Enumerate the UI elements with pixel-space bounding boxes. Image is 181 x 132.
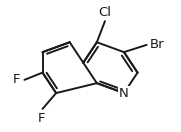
Text: F: F — [38, 112, 45, 125]
Text: N: N — [119, 87, 129, 100]
Text: F: F — [12, 73, 20, 86]
Text: Cl: Cl — [98, 6, 111, 19]
Text: Br: Br — [150, 38, 165, 51]
